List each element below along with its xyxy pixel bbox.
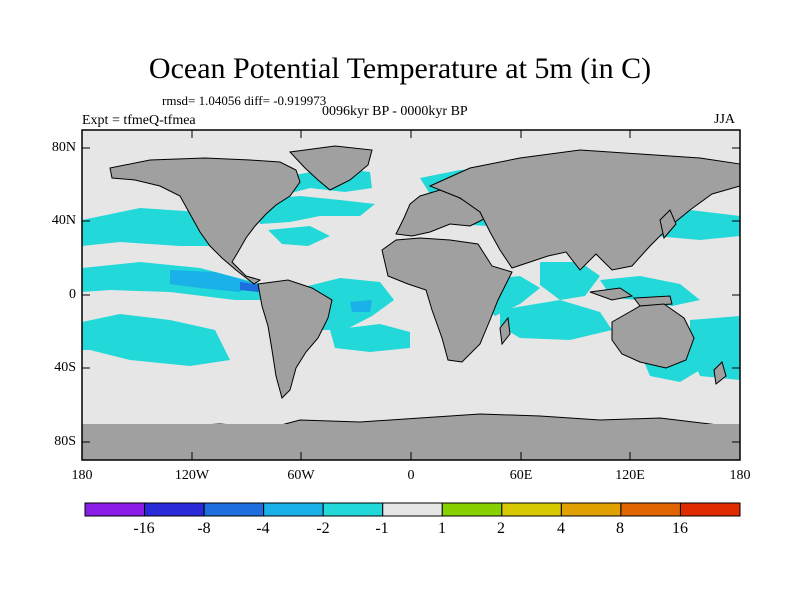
colorbar [84, 502, 741, 517]
lat-label-0: 0 [69, 287, 76, 302]
japan [659, 209, 677, 240]
lon-label-60w: 60W [287, 468, 315, 483]
axis-ticks [81, 130, 741, 460]
madagascar [499, 316, 511, 346]
colorbar-label: 8 [616, 520, 624, 537]
colorbar-swatch [382, 502, 443, 517]
colorbar-label: 1 [438, 520, 446, 537]
lat-label-40s: 40S [54, 360, 76, 375]
lat-label-80s: 80S [54, 434, 76, 449]
season-label: JJA [714, 112, 736, 127]
indonesia [589, 287, 634, 301]
lat-label-40n: 40N [51, 213, 76, 228]
colorbar-swatch [84, 502, 146, 517]
lon-label-180w: 180 [71, 468, 93, 483]
colorbar-swatch [203, 502, 265, 517]
lon-label-60e: 60E [509, 468, 533, 483]
lat-label-80n: 80N [51, 140, 76, 155]
colorbar-label: 2 [497, 520, 505, 537]
land-masses [81, 145, 741, 461]
asia [428, 149, 741, 271]
map-title: Ocean Potential Temperature at 5m (in C) [148, 52, 652, 85]
africa [381, 237, 513, 363]
colorbar-swatch [263, 502, 324, 517]
period-text: 0096kyr BP - 0000kyr BP [322, 104, 468, 119]
lon-label-180e: 180 [729, 468, 751, 483]
colorbar-swatch [620, 502, 681, 517]
colorbar-swatch [322, 502, 384, 517]
lon-label-0: 0 [407, 468, 415, 483]
ice-band [82, 424, 740, 432]
colorbar-label: -8 [197, 520, 211, 537]
north-america [109, 157, 301, 285]
colorbar-swatch [560, 502, 622, 517]
colorbar-swatch [441, 502, 503, 517]
colorbar-label: 16 [672, 520, 688, 537]
colorbar-swatch [679, 502, 741, 517]
australia [611, 303, 695, 369]
experiment-label: Expt = tfmeQ-tfmea [82, 113, 196, 128]
new-zealand [713, 361, 727, 385]
colorbar-label: -2 [316, 520, 330, 537]
colorbar-label: -1 [375, 520, 389, 537]
colorbar-label: -4 [256, 520, 270, 537]
south-america [257, 279, 333, 399]
colorbar-label: -16 [133, 520, 155, 537]
colorbar-label: 4 [557, 520, 565, 537]
colorbar-swatch [144, 502, 205, 517]
lon-label-120w: 120W [174, 468, 210, 483]
greenland [288, 145, 373, 191]
colorbar-swatch [501, 502, 562, 517]
stats-text: rmsd= 1.04056 diff= -0.919973 [162, 93, 327, 108]
lon-label-120e: 120E [615, 468, 645, 483]
